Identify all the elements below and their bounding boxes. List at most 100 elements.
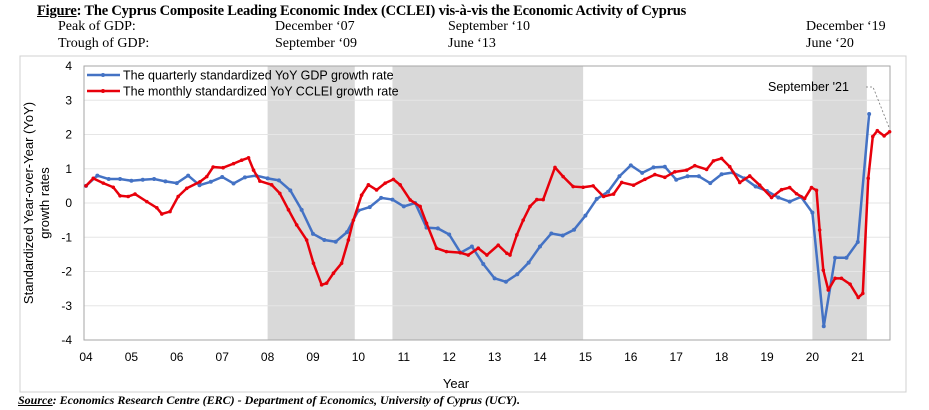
cclei-data-point xyxy=(408,198,412,202)
gdp-data-point xyxy=(833,255,838,260)
gdp-data-point xyxy=(606,189,611,194)
cclei-data-point xyxy=(251,168,256,172)
cclei-data-point xyxy=(882,134,886,138)
cclei-data-point xyxy=(91,176,96,181)
plot-area-border xyxy=(83,65,891,341)
peak-2: September ‘10 xyxy=(448,19,531,34)
x-tick-label: 15 xyxy=(579,350,593,364)
gdp-data-point xyxy=(174,181,179,186)
cclei-data-point xyxy=(466,253,471,257)
gdp-data-point xyxy=(231,181,236,186)
cclei-data-point xyxy=(84,184,88,188)
gdp-data-point xyxy=(152,177,157,182)
cclei-data-point xyxy=(779,187,784,192)
x-axis-label: Year xyxy=(443,376,470,391)
cclei-data-point xyxy=(839,276,844,281)
cclei-data-point xyxy=(160,212,164,216)
y-tick-label: 3 xyxy=(65,93,72,107)
gdp-data-point xyxy=(106,177,111,182)
peak-3: December ‘19 xyxy=(806,19,886,34)
x-tick-label: 16 xyxy=(624,350,638,364)
figure-title: Figure: The Cyprus Composite Leading Eco… xyxy=(37,3,686,20)
gdp-data-point xyxy=(447,232,452,237)
x-tick-label: 14 xyxy=(533,350,547,364)
cclei-data-point xyxy=(631,183,636,187)
cclei-data-point xyxy=(826,288,831,292)
cclei-data-point xyxy=(528,204,532,209)
gdp-data-point xyxy=(129,178,134,183)
gdp-data-point xyxy=(538,244,542,249)
gdp-data-point xyxy=(242,175,247,180)
gdp-data-point xyxy=(299,207,304,212)
cclei-data-point xyxy=(821,268,826,272)
cclei-data-point xyxy=(866,176,871,181)
gdp-data-point xyxy=(685,174,690,179)
cclei-data-point xyxy=(319,283,324,287)
cclei-data-point xyxy=(817,228,822,232)
cclei-data-point xyxy=(870,134,875,139)
cclei-data-point xyxy=(611,192,616,196)
x-tick-label: 08 xyxy=(261,350,275,364)
annotation-label: September '21 xyxy=(768,80,849,94)
y-tick-label: -3 xyxy=(61,299,72,313)
legend-label-cclei: The monthly standardized YoY CCLEI growt… xyxy=(123,85,399,99)
gdp-data-point xyxy=(855,240,860,245)
cclei-data-point xyxy=(246,155,251,160)
cclei-data-point xyxy=(398,183,402,187)
cclei-data-point xyxy=(133,192,137,196)
cclei-data-point xyxy=(211,165,215,169)
cclei-data-point xyxy=(809,185,814,190)
gdp-data-point xyxy=(469,244,474,249)
cclei-data-point xyxy=(848,282,852,286)
cclei-data-point xyxy=(311,261,316,266)
cclei-data-point xyxy=(391,177,396,182)
gdp-data-point xyxy=(481,261,486,266)
gdp-data-point xyxy=(594,196,599,201)
peak-label: Peak of GDP: xyxy=(58,19,136,34)
gdp-data-point xyxy=(696,174,701,179)
cclei-data-point xyxy=(704,167,709,172)
trough-2: June ‘13 xyxy=(448,36,496,51)
gdp-data-point xyxy=(186,173,191,178)
cclei-data-point xyxy=(286,208,291,212)
cclei-data-point xyxy=(787,185,792,190)
gdp-data-point xyxy=(753,184,758,189)
gdp-data-point xyxy=(628,163,633,168)
cclei-data-point xyxy=(231,161,236,166)
cclei-data-point xyxy=(757,183,762,187)
gdp-data-point xyxy=(662,164,667,169)
x-tick-label: 05 xyxy=(125,350,139,364)
gdp-data-point xyxy=(333,239,338,244)
cclei-data-point xyxy=(591,184,595,188)
cclei-data-point xyxy=(339,261,344,266)
cclei-data-point xyxy=(126,194,131,199)
gdp-data-point xyxy=(719,172,724,177)
cclei-data-point xyxy=(541,197,545,202)
cclei-data-point xyxy=(505,251,509,256)
cclei-data-point xyxy=(269,183,274,187)
source-label: Source xyxy=(18,393,53,407)
gdp-data-point xyxy=(401,204,406,209)
gdp-data-point xyxy=(220,174,225,179)
cclei-data-point xyxy=(643,177,647,182)
cclei-data-point xyxy=(693,163,697,168)
cclei-data-point xyxy=(221,165,225,170)
cclei-data-point xyxy=(561,174,565,179)
gdp-data-point xyxy=(674,177,679,182)
cclei-data-point xyxy=(875,128,880,133)
gdp-data-point xyxy=(787,199,792,204)
cclei-data-point xyxy=(860,291,865,296)
gdp-data-point xyxy=(163,179,168,184)
gdp-data-point xyxy=(367,205,372,210)
gdp-data-point xyxy=(322,237,327,242)
cclei-data-point xyxy=(684,168,689,172)
y-tick-label: 4 xyxy=(65,59,72,73)
gdp-data-point xyxy=(821,324,826,329)
x-tick-label: 19 xyxy=(760,350,774,364)
cclei-data-point xyxy=(198,179,202,184)
gdp-data-point xyxy=(810,210,815,215)
y-tick-label: -1 xyxy=(61,230,72,244)
x-tick-label: 18 xyxy=(715,350,729,364)
cclei-data-point xyxy=(485,253,489,257)
